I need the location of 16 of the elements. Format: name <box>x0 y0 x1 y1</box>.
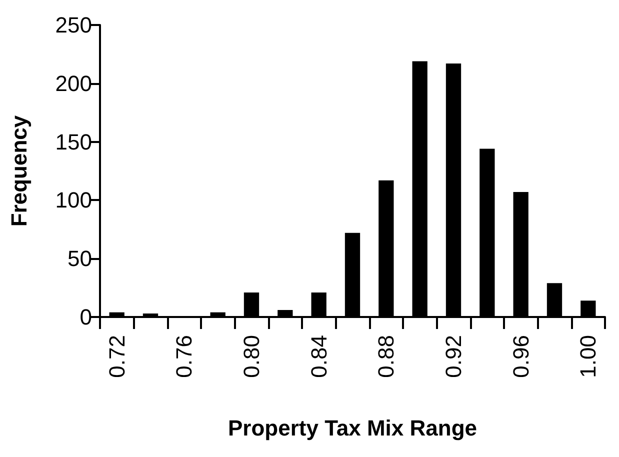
x-tick-label: 0.96 <box>508 335 534 378</box>
x-tick-label: 0.76 <box>172 335 197 378</box>
y-tick-label: 50 <box>68 246 92 272</box>
y-tick-label: 150 <box>55 129 92 154</box>
y-tick-label: 100 <box>55 188 92 213</box>
x-tick-label: 0.80 <box>239 335 264 378</box>
x-tick-label: 1.00 <box>576 335 601 378</box>
x-axis-title: Property Tax Mix Range <box>228 416 477 440</box>
x-tick-label: 0.72 <box>104 335 130 378</box>
y-tick-label: 250 <box>55 12 92 38</box>
y-axis-title: Frequency <box>6 114 32 227</box>
x-tick-label: 0.88 <box>374 335 399 378</box>
y-tick-label: 0 <box>80 304 92 330</box>
x-tick-label: 0.92 <box>441 335 466 378</box>
y-tick-label: 200 <box>55 70 92 96</box>
x-tick-label: 0.84 <box>306 335 332 378</box>
